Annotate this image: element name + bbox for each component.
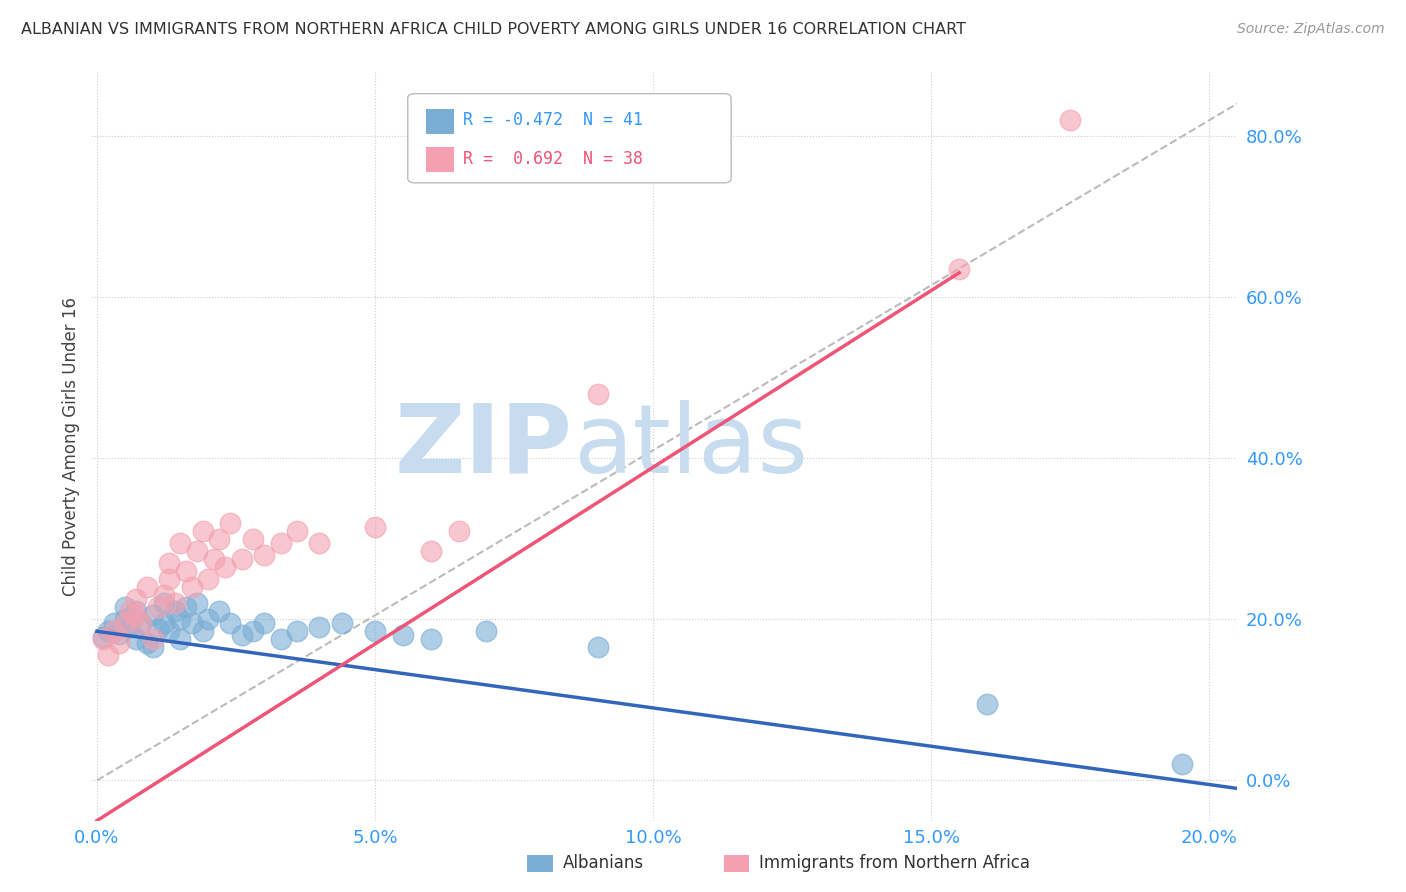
Y-axis label: Child Poverty Among Girls Under 16: Child Poverty Among Girls Under 16 bbox=[62, 296, 80, 596]
Point bbox=[97, 624, 120, 639]
Point bbox=[231, 551, 253, 566]
Point bbox=[308, 535, 330, 549]
Text: Source: ZipAtlas.com: Source: ZipAtlas.com bbox=[1237, 22, 1385, 37]
Point bbox=[270, 535, 292, 549]
Point bbox=[976, 697, 998, 711]
Point bbox=[285, 524, 308, 538]
Point bbox=[174, 600, 197, 615]
Point bbox=[285, 624, 308, 639]
Point bbox=[475, 624, 498, 639]
Point bbox=[174, 564, 197, 578]
Point bbox=[125, 608, 148, 623]
Point bbox=[125, 632, 148, 647]
Point bbox=[103, 616, 125, 631]
Point bbox=[197, 572, 219, 586]
Point bbox=[253, 548, 276, 562]
Point bbox=[186, 596, 208, 610]
Text: ALBANIAN VS IMMIGRANTS FROM NORTHERN AFRICA CHILD POVERTY AMONG GIRLS UNDER 16 C: ALBANIAN VS IMMIGRANTS FROM NORTHERN AFR… bbox=[21, 22, 966, 37]
Point bbox=[308, 620, 330, 634]
Point bbox=[97, 648, 120, 663]
Point bbox=[152, 616, 174, 631]
Text: atlas: atlas bbox=[572, 400, 808, 492]
Point bbox=[136, 636, 159, 650]
Point bbox=[202, 551, 225, 566]
Point bbox=[169, 612, 191, 626]
Point bbox=[242, 532, 264, 546]
Point bbox=[152, 588, 174, 602]
Point bbox=[586, 640, 609, 655]
Point bbox=[330, 616, 353, 631]
Point bbox=[253, 616, 276, 631]
Point bbox=[364, 624, 387, 639]
Point bbox=[146, 622, 169, 636]
Point bbox=[214, 559, 236, 574]
Point bbox=[219, 616, 242, 631]
Point bbox=[91, 630, 114, 644]
Point bbox=[180, 580, 202, 594]
Point bbox=[163, 596, 186, 610]
Point bbox=[191, 624, 214, 639]
Point bbox=[419, 543, 441, 558]
Point bbox=[91, 632, 114, 647]
Point bbox=[231, 628, 253, 642]
Text: Albanians: Albanians bbox=[562, 855, 644, 872]
Point bbox=[948, 261, 970, 276]
Point bbox=[125, 604, 148, 618]
Point bbox=[392, 628, 415, 642]
Point bbox=[152, 596, 174, 610]
Point bbox=[131, 616, 153, 631]
Point bbox=[169, 632, 191, 647]
Point bbox=[586, 386, 609, 401]
Point bbox=[157, 556, 180, 570]
Point bbox=[242, 624, 264, 639]
Point bbox=[136, 580, 159, 594]
Point bbox=[142, 640, 165, 655]
Point bbox=[1170, 757, 1192, 772]
Point bbox=[114, 616, 136, 631]
Point bbox=[191, 524, 214, 538]
Text: Immigrants from Northern Africa: Immigrants from Northern Africa bbox=[759, 855, 1031, 872]
Text: R =  0.692  N = 38: R = 0.692 N = 38 bbox=[463, 150, 643, 168]
Point bbox=[197, 612, 219, 626]
Point bbox=[1059, 112, 1081, 127]
Point bbox=[186, 543, 208, 558]
Point bbox=[108, 636, 131, 650]
Point bbox=[142, 608, 165, 623]
Point bbox=[419, 632, 441, 647]
Point bbox=[447, 524, 470, 538]
Point bbox=[108, 626, 131, 640]
Point bbox=[219, 516, 242, 530]
Point bbox=[142, 632, 165, 647]
Point bbox=[120, 620, 142, 634]
Point bbox=[125, 592, 148, 607]
Point bbox=[270, 632, 292, 647]
Point bbox=[114, 612, 136, 626]
Point bbox=[364, 519, 387, 533]
Point bbox=[120, 604, 142, 618]
Text: R = -0.472  N = 41: R = -0.472 N = 41 bbox=[463, 112, 643, 129]
Point bbox=[157, 572, 180, 586]
Point bbox=[208, 604, 231, 618]
Point bbox=[146, 600, 169, 615]
Point bbox=[131, 616, 153, 631]
Point bbox=[208, 532, 231, 546]
Point bbox=[103, 624, 125, 639]
Point bbox=[169, 535, 191, 549]
Point bbox=[163, 604, 186, 618]
Point bbox=[157, 624, 180, 639]
Point bbox=[114, 600, 136, 615]
Point bbox=[180, 616, 202, 631]
Text: ZIP: ZIP bbox=[395, 400, 572, 492]
